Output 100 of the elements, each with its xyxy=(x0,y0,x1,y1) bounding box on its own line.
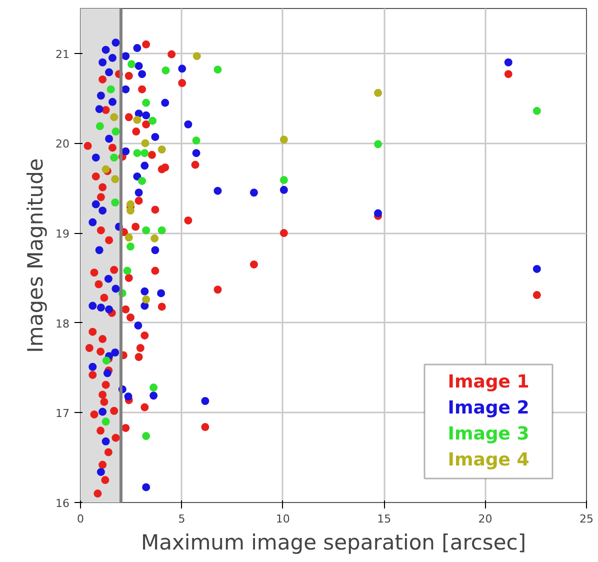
point xyxy=(126,200,134,208)
point xyxy=(112,128,120,136)
x-axis-title: Maximum image separation [arcsec] xyxy=(140,530,526,554)
point xyxy=(532,106,541,115)
point xyxy=(88,302,97,310)
point xyxy=(142,226,150,234)
point xyxy=(280,186,288,194)
point xyxy=(250,188,258,197)
point xyxy=(142,111,150,120)
point xyxy=(96,304,105,312)
point xyxy=(111,348,120,356)
point xyxy=(103,369,112,378)
point xyxy=(504,58,512,66)
point xyxy=(140,287,149,296)
point xyxy=(124,234,133,242)
y-tick-label: 18 xyxy=(56,317,70,330)
point xyxy=(140,149,149,158)
point xyxy=(106,85,115,94)
point xyxy=(111,175,120,184)
point xyxy=(178,64,186,73)
text: Image 3 xyxy=(448,424,530,444)
point xyxy=(134,322,142,330)
point xyxy=(92,154,100,162)
point xyxy=(142,296,150,304)
point xyxy=(122,85,130,94)
point xyxy=(108,98,116,106)
point xyxy=(105,305,114,314)
y-tick-label: 21 xyxy=(56,48,70,61)
point xyxy=(192,136,200,145)
point xyxy=(138,176,146,185)
y-tick-label: 17 xyxy=(56,407,70,420)
point xyxy=(108,54,116,62)
x-tick-label: 20 xyxy=(478,512,492,526)
point xyxy=(95,246,104,254)
point xyxy=(111,198,120,206)
point xyxy=(280,176,288,184)
point xyxy=(128,60,136,68)
point xyxy=(162,66,170,74)
point xyxy=(126,242,134,251)
y-axis-title: Images Magnitude xyxy=(24,158,48,353)
point xyxy=(157,289,166,298)
point xyxy=(192,149,200,158)
point xyxy=(151,132,160,141)
x-tick-label: 10 xyxy=(276,512,290,526)
y-tick-label: 20 xyxy=(56,138,70,151)
point xyxy=(96,92,105,100)
point xyxy=(158,146,166,154)
point xyxy=(141,139,150,148)
point xyxy=(95,105,104,114)
point xyxy=(142,432,150,440)
point xyxy=(122,147,130,156)
point xyxy=(104,274,112,283)
x-tick-label: 0 xyxy=(77,512,84,526)
point xyxy=(96,122,104,130)
point xyxy=(214,66,222,74)
text: Image 2 xyxy=(448,398,530,418)
point xyxy=(133,44,142,52)
point xyxy=(134,62,143,70)
point xyxy=(142,98,150,107)
point xyxy=(110,154,118,162)
point xyxy=(92,200,100,208)
point xyxy=(123,266,132,275)
point xyxy=(112,284,120,293)
x-tick-label: 15 xyxy=(377,512,392,526)
text: Image 1 xyxy=(448,372,530,392)
y-tick-label: 16 xyxy=(56,497,70,510)
point xyxy=(102,356,110,365)
point xyxy=(96,468,105,476)
point xyxy=(102,46,110,54)
point xyxy=(98,206,107,215)
point xyxy=(134,188,143,197)
point xyxy=(105,134,114,143)
point xyxy=(201,397,210,405)
point xyxy=(122,52,130,60)
point xyxy=(150,392,158,400)
point xyxy=(133,116,142,124)
point xyxy=(98,408,107,416)
point xyxy=(374,88,382,97)
point xyxy=(150,384,158,392)
point xyxy=(142,483,150,492)
point xyxy=(110,113,118,122)
point xyxy=(88,362,97,371)
point xyxy=(105,68,114,76)
point xyxy=(374,140,382,148)
point xyxy=(98,58,107,66)
point xyxy=(184,120,192,128)
point xyxy=(102,437,110,446)
point xyxy=(124,392,132,401)
text: Image 4 xyxy=(448,450,530,470)
point xyxy=(133,149,142,158)
point xyxy=(151,246,160,254)
point xyxy=(88,218,97,226)
point xyxy=(140,162,149,170)
x-tick-label: 5 xyxy=(178,512,186,526)
point xyxy=(102,418,110,426)
x-tick-label: 25 xyxy=(580,512,594,526)
point xyxy=(214,186,222,195)
y-tick-label: 19 xyxy=(56,228,70,241)
point xyxy=(126,206,134,215)
point xyxy=(150,234,159,242)
